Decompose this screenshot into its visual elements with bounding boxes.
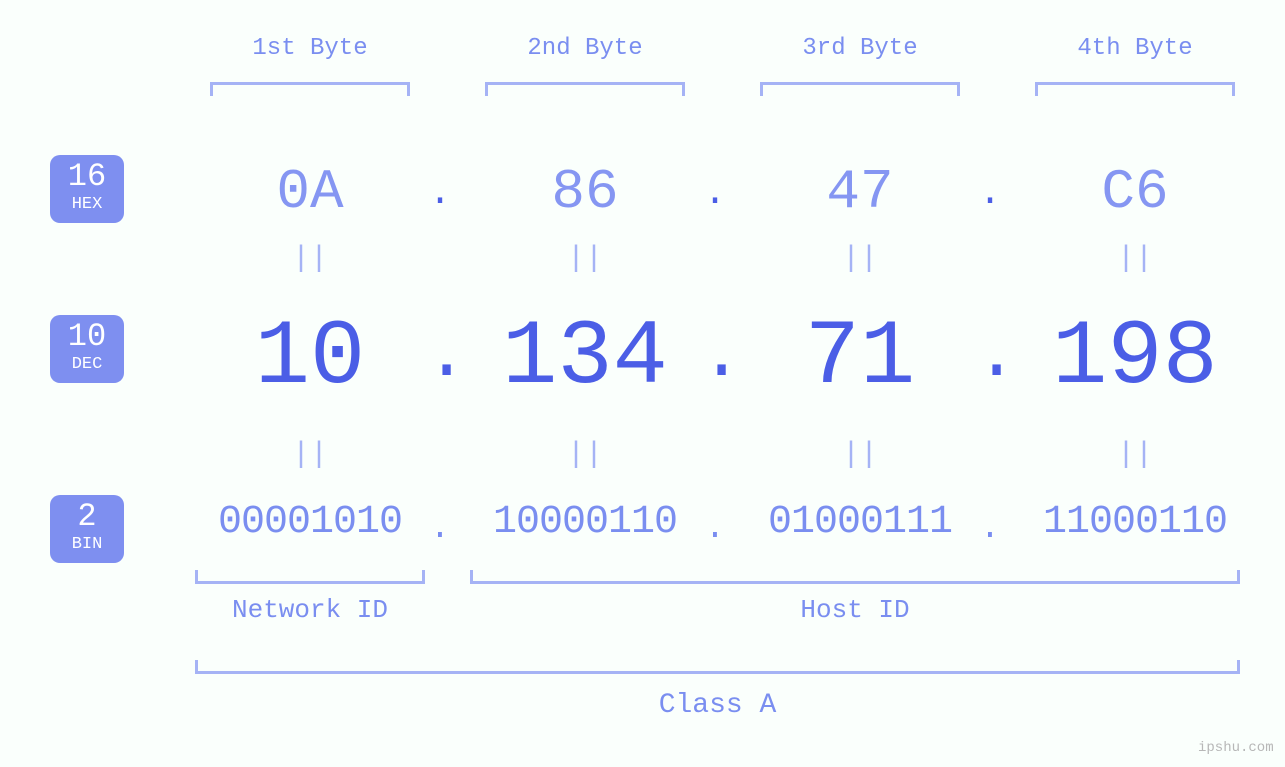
dec-byte-3: 71 xyxy=(730,305,990,410)
hex-byte-1: 0A xyxy=(180,160,440,224)
base-txt-dec: DEC xyxy=(50,355,124,375)
label-network-id: Network ID xyxy=(195,595,425,625)
hex-byte-2: 86 xyxy=(455,160,715,224)
base-num-bin: 2 xyxy=(50,501,124,533)
base-badge-dec: 10 DEC xyxy=(50,315,124,383)
dot-bin-3: . xyxy=(975,510,1005,548)
base-badge-hex: 16 HEX xyxy=(50,155,124,223)
eq-top-1: || xyxy=(180,242,440,276)
dot-bin-2: . xyxy=(700,510,730,548)
watermark: ipshu.com xyxy=(1198,740,1274,756)
diagram-container: 1st Byte 2nd Byte 3rd Byte 4th Byte 16 H… xyxy=(0,0,1285,767)
bracket-byte-1 xyxy=(210,82,410,96)
dot-hex-1: . xyxy=(425,172,455,215)
dec-byte-4: 198 xyxy=(1005,305,1265,410)
dot-hex-3: . xyxy=(975,172,1005,215)
hex-byte-4: C6 xyxy=(1005,160,1265,224)
byte-header-2: 2nd Byte xyxy=(455,35,715,62)
eq-bot-1: || xyxy=(180,438,440,472)
dot-hex-2: . xyxy=(700,172,730,215)
eq-top-4: || xyxy=(1005,242,1265,276)
bracket-host-id xyxy=(470,570,1240,584)
dec-byte-1: 10 xyxy=(180,305,440,410)
bracket-byte-3 xyxy=(760,82,960,96)
base-txt-bin: BIN xyxy=(50,535,124,555)
hex-byte-3: 47 xyxy=(730,160,990,224)
base-num-dec: 10 xyxy=(50,321,124,353)
base-num-hex: 16 xyxy=(50,161,124,193)
byte-header-1: 1st Byte xyxy=(180,35,440,62)
byte-header-3: 3rd Byte xyxy=(730,35,990,62)
eq-bot-2: || xyxy=(455,438,715,472)
eq-top-3: || xyxy=(730,242,990,276)
bin-byte-3: 01000111 xyxy=(730,500,990,545)
bin-byte-1: 00001010 xyxy=(180,500,440,545)
bracket-network-id xyxy=(195,570,425,584)
base-txt-hex: HEX xyxy=(50,195,124,215)
eq-top-2: || xyxy=(455,242,715,276)
dot-dec-2: . xyxy=(700,315,730,397)
byte-header-4: 4th Byte xyxy=(1005,35,1265,62)
bracket-class xyxy=(195,660,1240,674)
bracket-byte-2 xyxy=(485,82,685,96)
label-class: Class A xyxy=(195,690,1240,721)
base-badge-bin: 2 BIN xyxy=(50,495,124,563)
dot-bin-1: . xyxy=(425,510,455,548)
bin-byte-2: 10000110 xyxy=(455,500,715,545)
bin-byte-4: 11000110 xyxy=(1005,500,1265,545)
dot-dec-3: . xyxy=(975,315,1005,397)
bracket-byte-4 xyxy=(1035,82,1235,96)
dec-byte-2: 134 xyxy=(455,305,715,410)
eq-bot-4: || xyxy=(1005,438,1265,472)
eq-bot-3: || xyxy=(730,438,990,472)
label-host-id: Host ID xyxy=(470,595,1240,625)
dot-dec-1: . xyxy=(425,315,455,397)
